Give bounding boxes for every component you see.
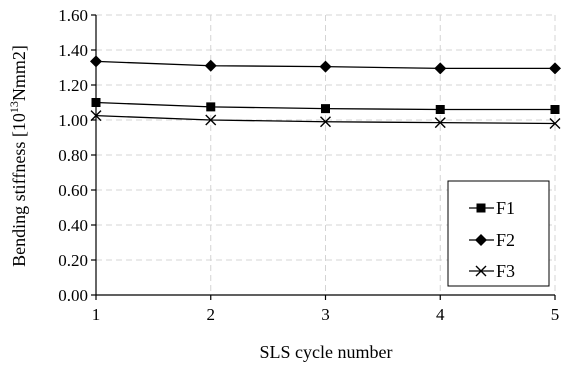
data-point-diamond (90, 55, 102, 68)
x-tick-labels: 1 2 3 4 5 (92, 305, 560, 324)
legend-item-f1: F1 (469, 198, 515, 218)
y-tick-label: 0.00 (58, 286, 88, 305)
y-tick-label: 1.40 (58, 41, 88, 60)
data-point-square (476, 203, 486, 213)
y-axis-title-superscript: 13 (7, 101, 21, 113)
y-tick-label: 1.00 (58, 111, 88, 130)
y-tick-label: 0.20 (58, 251, 88, 270)
data-point-square (321, 104, 330, 114)
legend: F1 F2 F3 (447, 180, 550, 287)
legend-item-f3: F3 (469, 261, 515, 281)
y-tick-label: 0.60 (58, 181, 88, 200)
data-point-square (435, 105, 445, 114)
series-f1 (91, 98, 560, 114)
data-point-x (475, 265, 487, 277)
y-axis-title: Bending stiffness [1013Nmm2] (7, 45, 29, 267)
x-tick-label: 5 (551, 305, 560, 324)
y-tick-label: 0.80 (58, 146, 88, 165)
x-tick-label: 3 (321, 305, 330, 324)
data-point-x (549, 118, 561, 129)
series-f3 (90, 110, 561, 129)
x-tick-label: 1 (92, 305, 101, 324)
data-point-diamond (475, 234, 487, 246)
data-point-square (206, 102, 216, 112)
legend-label: F2 (496, 230, 515, 250)
legend-label: F1 (496, 198, 515, 218)
data-point-square (91, 98, 101, 107)
x-tick-label: 2 (207, 305, 216, 324)
data-point-x (434, 117, 446, 129)
data-point-diamond (434, 62, 447, 75)
x-axis-title: SLS cycle number (260, 342, 393, 362)
y-tick-label: 1.60 (58, 6, 88, 25)
data-point-diamond (319, 60, 332, 73)
y-axis-title-main: Bending stiffness [10 (9, 113, 29, 267)
data-point-diamond (204, 59, 217, 72)
y-axis-title-unit: Nmm2] (9, 45, 29, 101)
series (90, 55, 561, 129)
y-tick-label: 0.40 (58, 216, 88, 235)
data-point-square (550, 105, 560, 114)
y-tick-label: 1.20 (58, 76, 88, 95)
legend-item-f2: F2 (469, 230, 515, 250)
data-point-x (90, 110, 102, 122)
legend-label: F3 (496, 261, 515, 281)
x-tick-label: 4 (436, 305, 445, 324)
data-point-diamond (549, 62, 561, 75)
data-point-x (320, 116, 331, 128)
y-tick-labels: 0.00 0.20 0.40 0.60 0.80 1.00 1.20 1.40 1.60 (58, 6, 88, 305)
legend-box (447, 180, 550, 287)
data-point-x (205, 114, 217, 126)
series-f2 (90, 55, 561, 75)
